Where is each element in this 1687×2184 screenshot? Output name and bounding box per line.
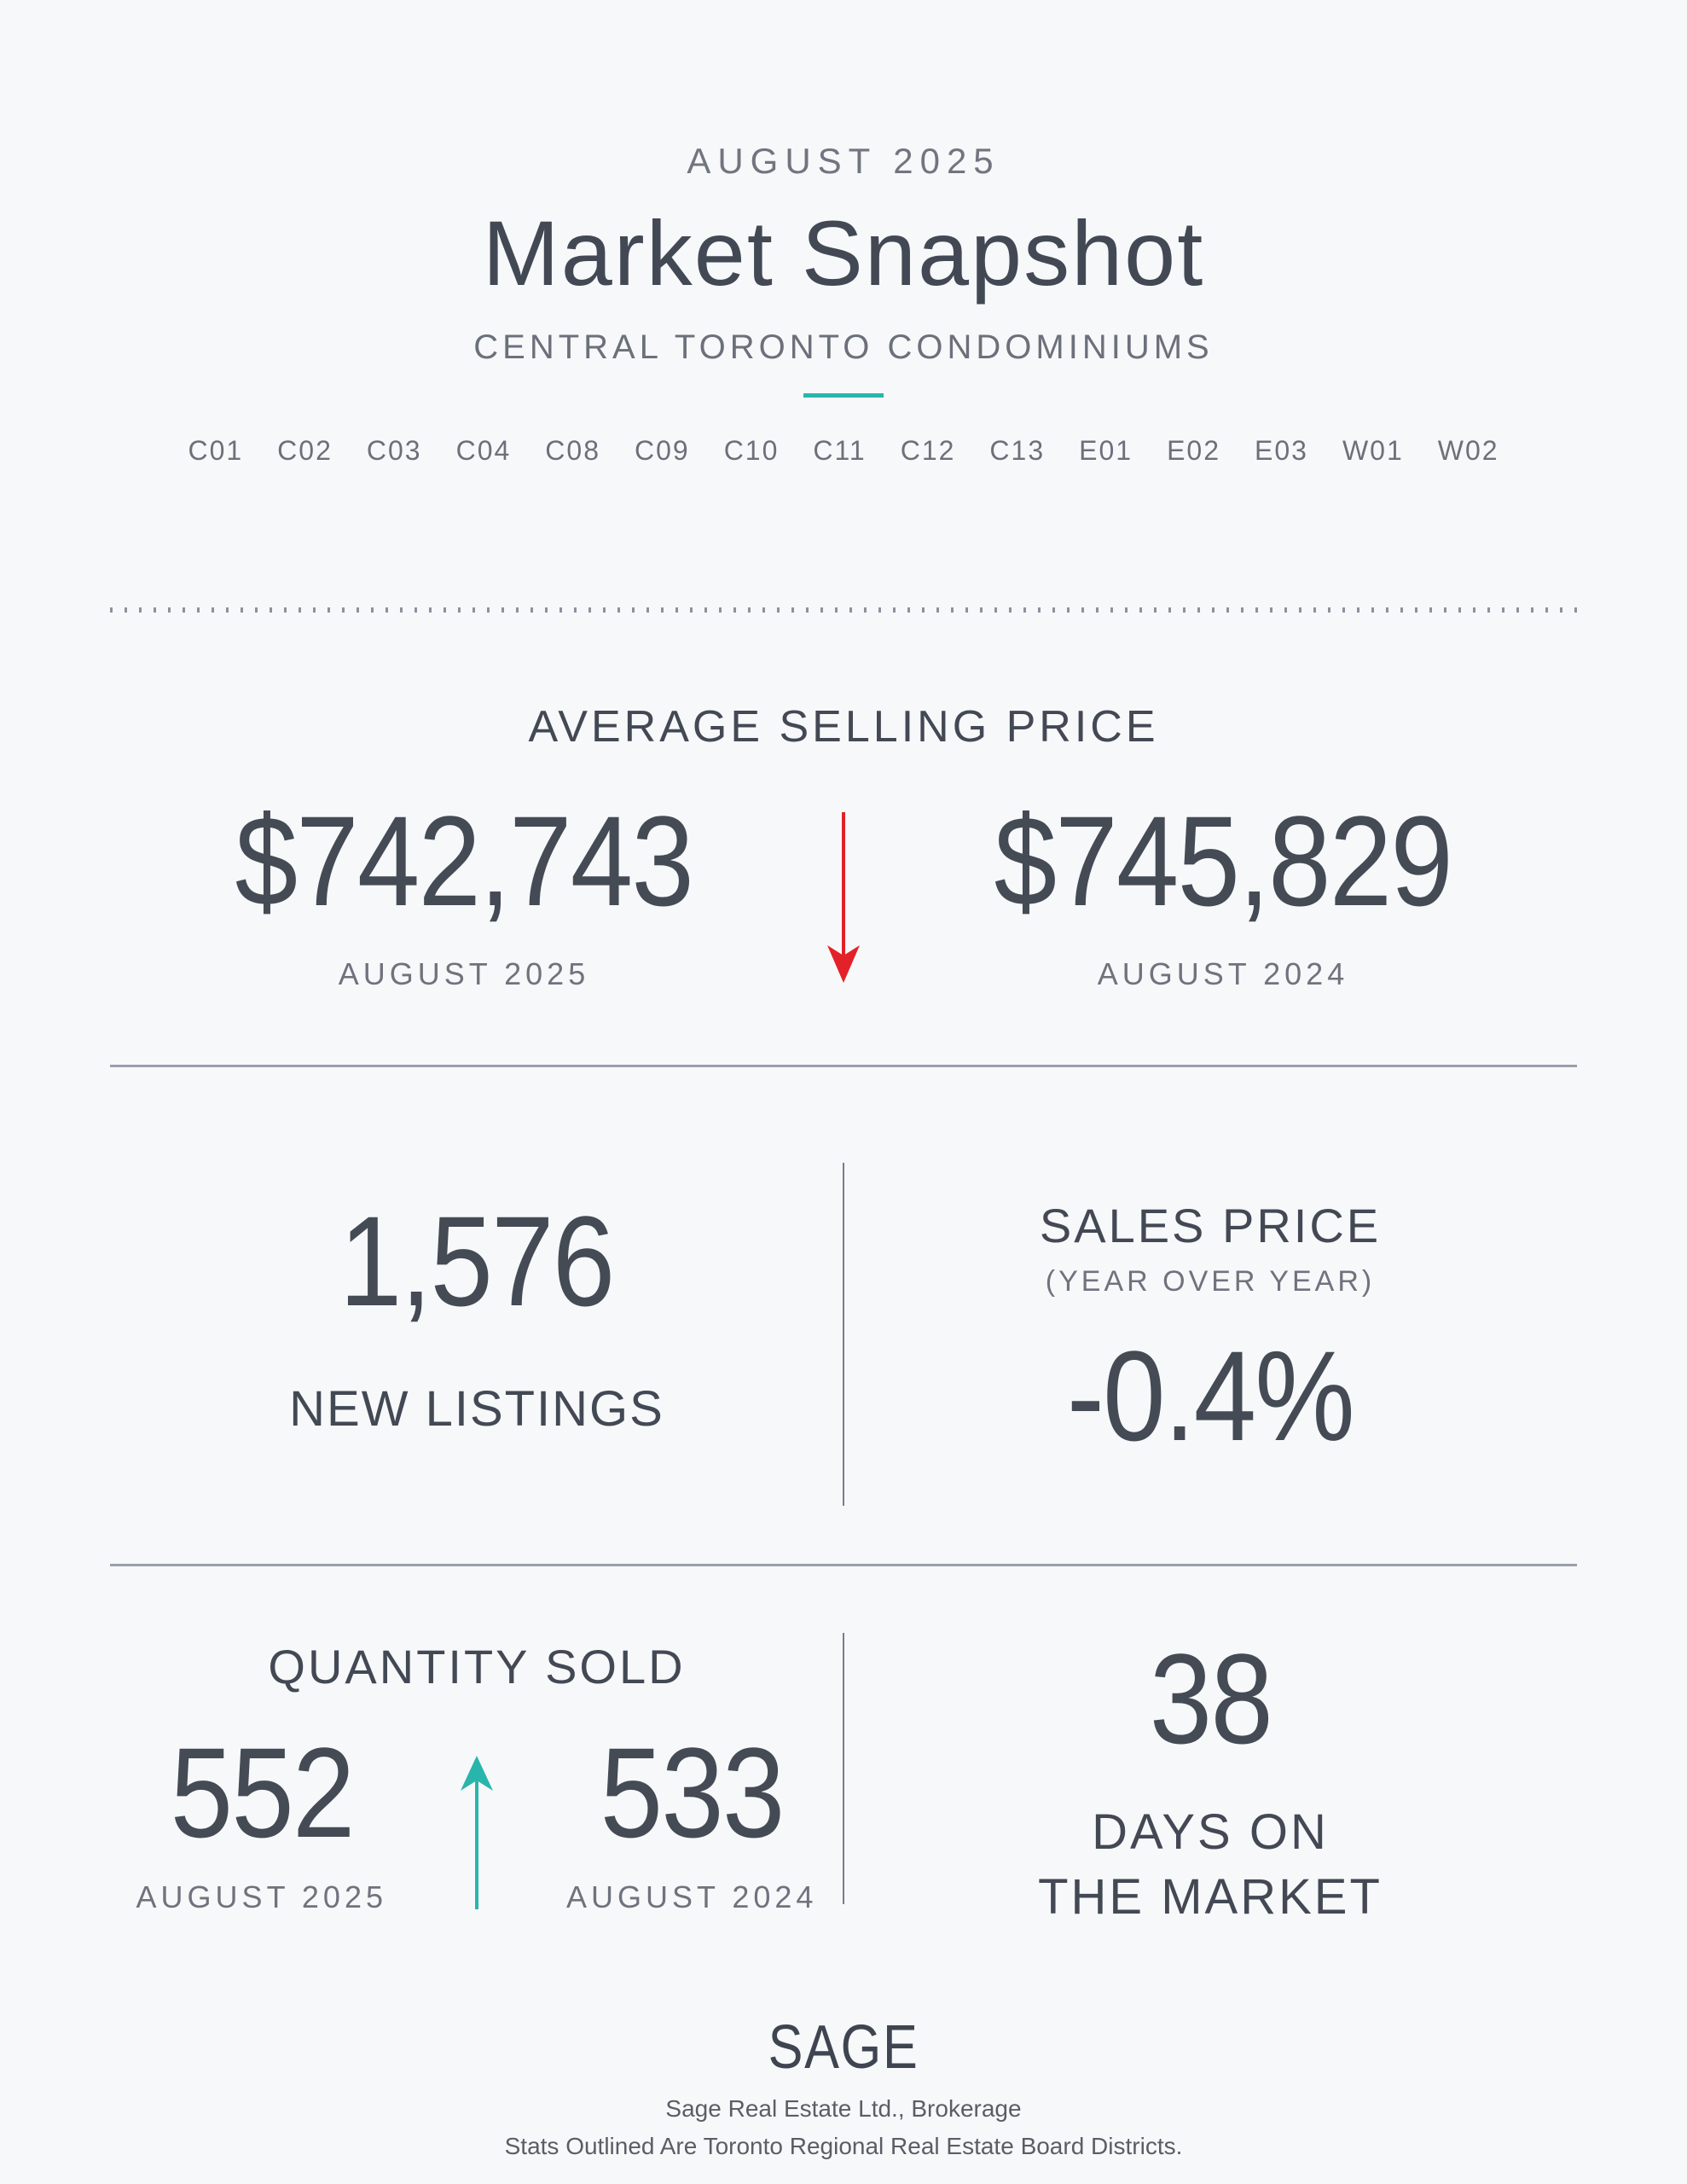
- district-code: C11: [813, 434, 867, 466]
- district-code: C13: [989, 434, 1046, 466]
- district-list: C01 C02 C03 C04 C08 C09 C10 C11 C12 C13 …: [0, 437, 1687, 464]
- district-code: C04: [455, 434, 512, 466]
- district-code: C02: [277, 434, 333, 466]
- district-code: W01: [1342, 434, 1404, 466]
- district-code: E01: [1079, 434, 1133, 466]
- sales-price-subheading: (YEAR OVER YEAR): [1045, 1264, 1376, 1298]
- vertical-divider: [843, 1632, 844, 1904]
- price-current-block: $742,743 AUGUST 2025: [110, 797, 818, 990]
- new-listings-label: NEW LISTINGS: [289, 1380, 664, 1437]
- new-listings-value: 1,576: [339, 1188, 615, 1333]
- mid-section: 1,576 NEW LISTINGS SALES PRICE (YEAR OVE…: [0, 1067, 1687, 1564]
- price-previous-block: $745,829 AUGUST 2024: [869, 797, 1577, 990]
- price-previous-value: $745,829: [994, 788, 1453, 932]
- district-code: E02: [1167, 434, 1220, 466]
- dotted-divider: [110, 607, 1577, 613]
- footer-disclaimer-line: Stats Outlined Are Toronto Regional Real…: [504, 2132, 1183, 2159]
- page-subtitle: CENTRAL TORONTO CONDOMINIUMS: [473, 328, 1214, 366]
- district-code: C09: [634, 434, 690, 466]
- days-on-market-label: DAYS ON THE MARKET: [844, 1800, 1577, 1931]
- header-eyebrow: AUGUST 2025: [687, 141, 1000, 181]
- days-on-market-value: 38: [1149, 1626, 1272, 1770]
- quantity-sold-block: QUANTITY SOLD 552 AUGUST 2025 533 AUGUST…: [110, 1566, 844, 2017]
- average-selling-price-section: AVERAGE SELLING PRICE $742,743 AUGUST 20…: [0, 705, 1687, 990]
- price-current-value: $742,743: [235, 788, 694, 932]
- price-current-label: AUGUST 2025: [338, 956, 590, 991]
- days-on-market-label-line2: THE MARKET: [1038, 1869, 1383, 1926]
- section-divider: [110, 1064, 1577, 1067]
- new-listings-block: 1,576 NEW LISTINGS: [110, 1067, 844, 1564]
- district-code: W02: [1437, 434, 1499, 466]
- price-previous-label: AUGUST 2024: [1097, 956, 1349, 991]
- sage-logo: SAGE: [768, 2013, 919, 2082]
- page-title: Market Snapshot: [482, 201, 1205, 305]
- footer-brokerage-line: Sage Real Estate Ltd., Brokerage: [665, 2094, 1022, 2122]
- quantity-sold-heading: QUANTITY SOLD: [268, 1639, 686, 1693]
- days-on-market-label-line1: DAYS ON: [1092, 1804, 1329, 1860]
- bottom-section: QUANTITY SOLD 552 AUGUST 2025 533 AUGUST…: [0, 1566, 1687, 2017]
- vertical-divider: [843, 1162, 844, 1506]
- price-trend-column: [818, 797, 869, 983]
- quantity-previous-block: 533 AUGUST 2024: [566, 1728, 817, 1913]
- quantity-current-block: 552 AUGUST 2025: [136, 1728, 387, 1913]
- quantity-previous-label: AUGUST 2024: [566, 1879, 818, 1914]
- quantity-previous-value: 533: [600, 1720, 786, 1864]
- up-arrow-icon: [461, 1755, 493, 1909]
- section-divider: [110, 1563, 1577, 1566]
- district-code: C03: [366, 434, 422, 466]
- quantity-comparison-row: 552 AUGUST 2025 533 AUGUST 2024: [110, 1728, 844, 1913]
- sales-price-heading: SALES PRICE: [1039, 1198, 1382, 1252]
- quantity-current-value: 552: [170, 1720, 355, 1864]
- down-arrow-icon: [827, 811, 860, 983]
- days-on-market-block: 38 DAYS ON THE MARKET: [844, 1566, 1577, 2017]
- district-code: C08: [545, 434, 600, 466]
- district-code: E03: [1255, 434, 1308, 466]
- quantity-current-label: AUGUST 2025: [136, 1879, 387, 1914]
- sales-price-yoy-value: -0.4%: [1066, 1323, 1355, 1467]
- district-code: C12: [900, 434, 956, 466]
- district-code: C10: [723, 434, 780, 466]
- accent-rule: [803, 392, 884, 398]
- avg-selling-price-heading: AVERAGE SELLING PRICE: [528, 701, 1159, 752]
- footer: SAGE Sage Real Estate Ltd., Brokerage St…: [0, 2017, 1687, 2158]
- district-code: C01: [188, 434, 244, 466]
- sales-price-yoy-block: SALES PRICE (YEAR OVER YEAR) -0.4%: [844, 1067, 1577, 1564]
- price-comparison-row: $742,743 AUGUST 2025 $745,829 AUGUST 202…: [0, 797, 1687, 990]
